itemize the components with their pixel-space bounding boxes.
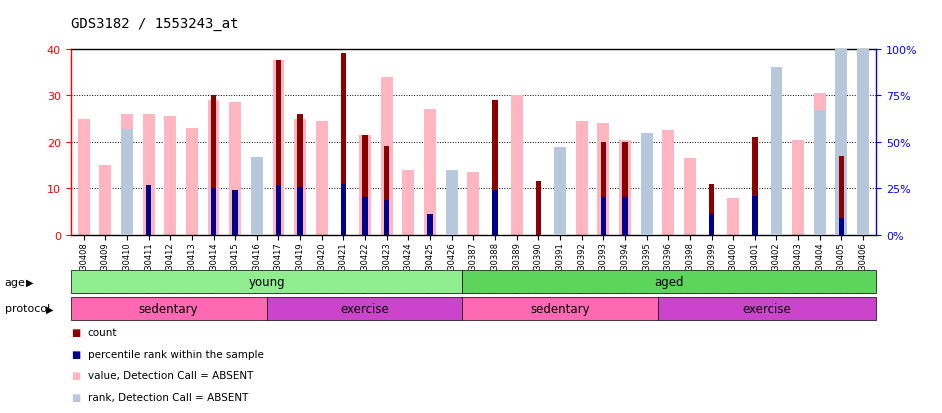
Bar xyxy=(771,68,783,235)
Text: value, Detection Call = ABSENT: value, Detection Call = ABSENT xyxy=(88,370,253,380)
Bar xyxy=(207,101,219,235)
Text: ▶: ▶ xyxy=(26,277,34,287)
Bar xyxy=(276,185,282,235)
Text: ▶: ▶ xyxy=(46,304,54,314)
Bar xyxy=(267,297,463,320)
Bar xyxy=(838,219,844,235)
Bar xyxy=(684,159,696,235)
Bar xyxy=(752,197,757,235)
Bar xyxy=(836,166,848,235)
Bar xyxy=(771,161,783,235)
Text: sedentary: sedentary xyxy=(138,302,199,315)
Bar xyxy=(857,96,869,235)
Bar xyxy=(384,200,389,235)
Bar xyxy=(402,170,414,235)
Text: GDS3182 / 1553243_at: GDS3182 / 1553243_at xyxy=(71,17,238,31)
Bar xyxy=(229,103,241,235)
Bar xyxy=(623,197,627,235)
Bar xyxy=(71,297,267,320)
Text: sedentary: sedentary xyxy=(530,302,591,315)
Bar xyxy=(384,147,389,235)
Bar xyxy=(186,128,198,235)
Bar xyxy=(792,140,804,235)
Bar xyxy=(727,198,739,235)
Bar xyxy=(146,185,152,235)
Text: exercise: exercise xyxy=(743,302,791,315)
Bar xyxy=(359,135,371,235)
Text: count: count xyxy=(88,328,117,337)
Bar xyxy=(294,119,306,235)
Bar xyxy=(428,215,432,235)
Bar xyxy=(363,197,367,235)
Bar xyxy=(463,271,876,293)
Bar xyxy=(662,131,674,235)
Bar xyxy=(576,121,588,235)
Bar xyxy=(298,187,303,235)
Bar xyxy=(363,135,367,235)
Text: percentile rank within the sample: percentile rank within the sample xyxy=(88,349,264,359)
Bar xyxy=(641,142,653,235)
Bar xyxy=(814,111,826,235)
Bar xyxy=(164,117,176,235)
Bar xyxy=(211,189,217,235)
Bar xyxy=(71,271,463,293)
Bar xyxy=(233,191,238,235)
Bar xyxy=(752,138,757,235)
Bar xyxy=(601,142,606,235)
Text: protocol: protocol xyxy=(5,304,50,314)
Bar xyxy=(424,110,436,235)
Bar xyxy=(536,182,541,235)
Bar xyxy=(121,130,133,235)
Bar xyxy=(77,119,89,235)
Bar xyxy=(641,133,653,235)
Bar xyxy=(601,197,606,235)
Bar xyxy=(623,142,627,235)
Bar xyxy=(554,150,566,235)
Bar xyxy=(251,159,263,235)
Bar xyxy=(493,191,497,235)
Bar xyxy=(467,173,479,235)
Bar xyxy=(341,54,346,235)
Bar xyxy=(554,148,566,235)
Text: ■: ■ xyxy=(71,392,80,402)
Text: exercise: exercise xyxy=(340,302,389,315)
Bar xyxy=(99,166,111,235)
Bar xyxy=(493,101,497,235)
Bar xyxy=(276,61,282,235)
Text: rank, Detection Call = ABSENT: rank, Detection Call = ABSENT xyxy=(88,392,248,402)
Bar xyxy=(298,115,303,235)
Bar xyxy=(658,297,876,320)
Bar xyxy=(857,50,869,235)
Text: ■: ■ xyxy=(71,370,80,380)
Text: ■: ■ xyxy=(71,349,80,359)
Bar xyxy=(838,157,844,235)
Text: age: age xyxy=(5,277,25,287)
Bar xyxy=(211,96,217,235)
Bar xyxy=(446,170,458,235)
Bar xyxy=(511,96,523,235)
Bar xyxy=(121,115,133,235)
Text: aged: aged xyxy=(655,275,684,288)
Bar xyxy=(814,94,826,235)
Bar xyxy=(381,78,393,235)
Text: young: young xyxy=(249,275,284,288)
Bar xyxy=(446,173,458,235)
Bar xyxy=(272,61,284,235)
Bar xyxy=(251,157,263,235)
Bar xyxy=(597,124,609,235)
Bar xyxy=(316,121,328,235)
Bar xyxy=(341,184,346,235)
Text: ■: ■ xyxy=(71,328,80,337)
Bar xyxy=(463,297,658,320)
Bar xyxy=(619,140,631,235)
Bar xyxy=(836,50,848,235)
Bar xyxy=(708,184,714,235)
Bar xyxy=(708,215,714,235)
Bar xyxy=(142,115,154,235)
